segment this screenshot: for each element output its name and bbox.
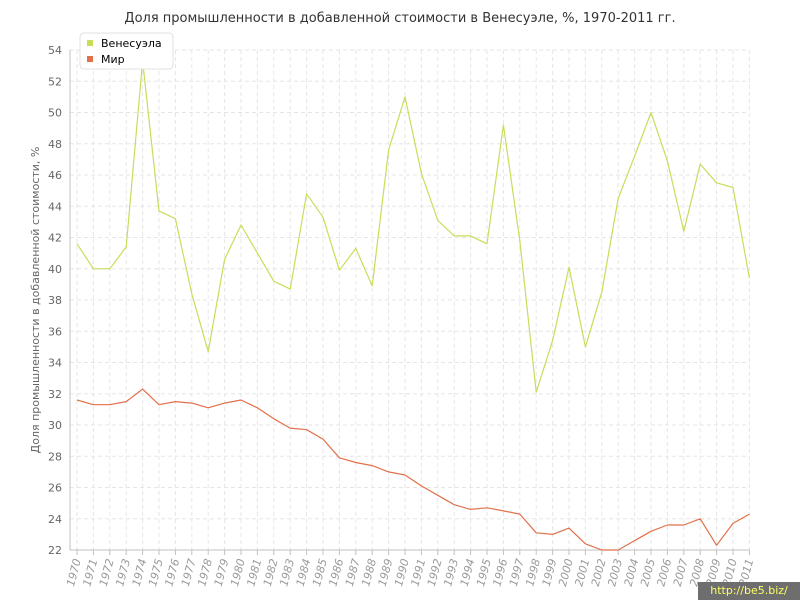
y-tick-label: 38	[48, 294, 62, 307]
y-axis-label: Доля промышленности в добавленной стоимо…	[29, 147, 42, 454]
y-tick-label: 36	[48, 325, 62, 338]
series-line-venezuela[interactable]	[76, 60, 750, 393]
y-tick-label: 46	[48, 169, 62, 182]
y-tick-label: 22	[48, 544, 62, 557]
series-lines	[76, 60, 750, 551]
series-line-world[interactable]	[76, 388, 750, 551]
legend-label-world[interactable]: Мир	[101, 53, 125, 66]
watermark-link[interactable]: http://be5.biz/	[698, 582, 800, 600]
y-tick-label: 42	[48, 232, 62, 245]
y-tick-label: 24	[48, 513, 62, 526]
y-tick-label: 34	[48, 357, 62, 370]
legend-swatch-world	[87, 56, 93, 62]
y-tick-label: 26	[48, 482, 62, 495]
legend[interactable]: Венесуэла Мир	[79, 32, 174, 70]
x-tick-labels: 1970197119721973197419751976197719781979…	[64, 557, 756, 587]
y-tick-label: 54	[48, 44, 62, 57]
y-tick-label: 40	[48, 263, 62, 276]
y-tick-label: 30	[48, 419, 62, 432]
y-tick-label: 50	[48, 107, 62, 120]
grid-lines	[70, 49, 750, 550]
axes	[69, 50, 750, 555]
y-tick-label: 52	[48, 75, 62, 88]
y-tick-labels: 22 24 26 28 30 32 34 36 38 40 42 44 46 48 50 52 54	[48, 44, 62, 557]
chart-title: Доля промышленности в добавленной стоимо…	[124, 11, 675, 26]
y-tick-label: 32	[48, 388, 62, 401]
legend-swatch-venezuela	[87, 40, 93, 46]
y-tick-label: 28	[48, 450, 62, 463]
legend-box	[79, 32, 174, 70]
y-tick-label: 44	[48, 200, 62, 213]
y-tick-label: 48	[48, 138, 62, 151]
legend-label-venezuela[interactable]: Венесуэла	[101, 37, 162, 50]
